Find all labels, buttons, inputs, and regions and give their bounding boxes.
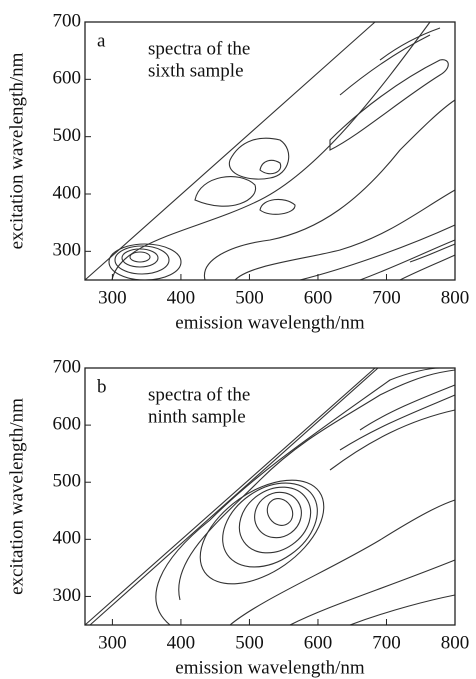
y-tick-label: 300 [53, 585, 82, 606]
y-axis-label: excitation wavelength/nm [6, 398, 27, 595]
annotation: sixth sample [148, 60, 244, 81]
x-tick-label: 400 [167, 287, 196, 308]
contours-b [84, 367, 456, 626]
x-tick-label: 800 [441, 287, 470, 308]
annotation: spectra of the [148, 384, 250, 405]
x-tick-label: 700 [372, 287, 401, 308]
x-tick-label: 600 [304, 287, 333, 308]
y-tick-label: 700 [53, 356, 82, 377]
y-tick-label: 600 [53, 68, 82, 89]
x-axis-label: emission wavelength/nm [175, 657, 365, 678]
x-axis-label: emission wavelength/nm [175, 312, 365, 333]
panel-label: a [97, 30, 106, 51]
y-tick-label: 500 [53, 125, 82, 146]
x-tick-label: 600 [304, 632, 333, 653]
x-tick-label: 500 [235, 632, 264, 653]
y-tick-label: 600 [53, 413, 82, 434]
annotation: spectra of the [148, 38, 250, 59]
y-tick-label: 400 [53, 528, 82, 549]
plot-frame [84, 367, 456, 626]
x-tick-label: 300 [98, 287, 127, 308]
x-tick-label: 700 [372, 632, 401, 653]
panel-label: b [97, 376, 107, 397]
annotation: ninth sample [148, 406, 246, 427]
y-tick-label: 300 [53, 240, 82, 261]
x-tick-label: 300 [98, 632, 127, 653]
x-tick-label: 400 [167, 632, 196, 653]
x-tick-label: 800 [441, 632, 470, 653]
y-axis-label: excitation wavelength/nm [6, 52, 27, 249]
x-tick-label: 500 [235, 287, 264, 308]
y-tick-label: 400 [53, 182, 82, 203]
y-tick-label: 500 [53, 471, 82, 492]
plot-frame [84, 21, 456, 281]
y-tick-label: 700 [53, 10, 82, 31]
contours-a [84, 21, 456, 281]
